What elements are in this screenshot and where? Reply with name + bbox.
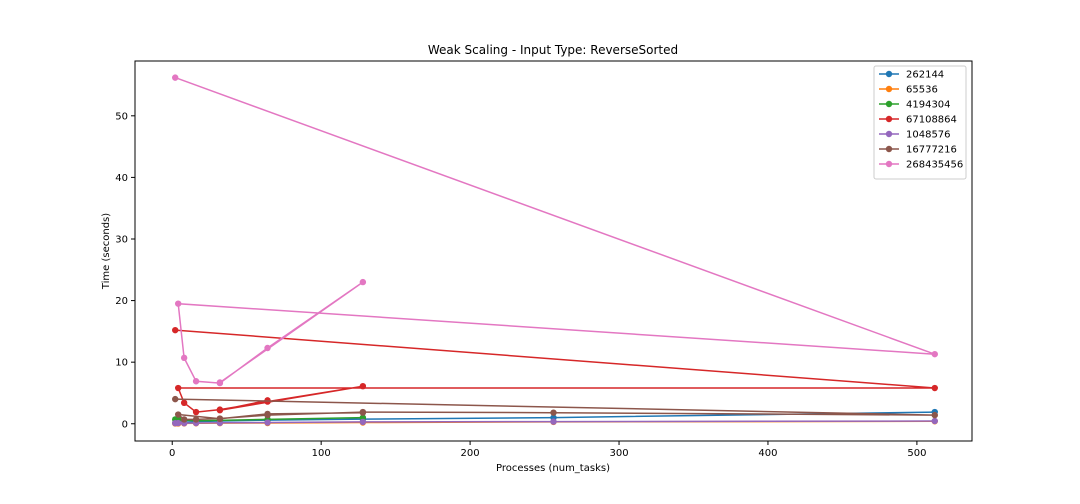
- plot-area: [172, 74, 938, 427]
- legend-item: 1048576: [879, 130, 951, 141]
- data-point: [550, 418, 557, 425]
- chart-title: Weak Scaling - Input Type: ReverseSorted: [428, 43, 678, 57]
- legend-label: 1048576: [906, 130, 951, 141]
- data-point: [264, 410, 271, 418]
- legend: 262144 65536 4194304 67108864 1048576 1677721…: [873, 65, 967, 180]
- x-axis: 0 100 200 300 400 500: [169, 441, 926, 459]
- legend-label: 16777216: [906, 145, 957, 156]
- data-point: [359, 418, 367, 426]
- x-tick-label: 0: [169, 448, 175, 459]
- x-tick-label: 300: [609, 448, 628, 459]
- data-point: [931, 411, 938, 419]
- x-axis-label: Processes (num_tasks): [496, 463, 610, 474]
- legend-label: 67108864: [906, 115, 957, 126]
- y-tick-label: 0: [122, 419, 128, 430]
- y-tick-label: 50: [115, 111, 128, 122]
- data-point: [931, 350, 938, 358]
- series-67108864: [172, 326, 938, 416]
- legend-label: 262144: [906, 70, 944, 81]
- legend-label: 268435456: [906, 160, 963, 171]
- x-tick-label: 100: [312, 448, 331, 459]
- y-tick-label: 40: [115, 173, 128, 184]
- data-point: [931, 384, 938, 392]
- data-point: [216, 415, 224, 423]
- legend-label: 4194304: [906, 100, 951, 111]
- data-point: [192, 416, 200, 423]
- y-tick-label: 30: [115, 234, 128, 245]
- series-16777216: [172, 395, 938, 423]
- legend-swatch-marker: [885, 115, 893, 123]
- legend-label: 65536: [906, 85, 938, 96]
- data-point: [174, 411, 182, 418]
- legend-item: 262144: [879, 70, 944, 81]
- y-axis-label: Time (seconds): [101, 213, 112, 290]
- series-268435456: [172, 74, 938, 387]
- legend-swatch-marker: [885, 70, 893, 78]
- series-line: [175, 398, 935, 421]
- series-line: [175, 329, 935, 413]
- legend-item: 268435456: [879, 160, 963, 171]
- data-point: [216, 407, 224, 414]
- legend-swatch-marker: [885, 85, 893, 93]
- data-point: [359, 382, 367, 390]
- data-point: [192, 408, 200, 416]
- legend-item: 65536: [879, 85, 938, 96]
- data-point: [180, 416, 188, 423]
- data-point: [264, 344, 271, 352]
- y-axis: 0 10 20 30 40 50: [115, 111, 135, 430]
- legend-swatch-marker: [885, 145, 893, 153]
- data-point: [174, 300, 182, 307]
- data-point: [359, 409, 367, 416]
- data-point: [172, 74, 179, 81]
- data-point: [550, 409, 557, 416]
- data-point: [180, 354, 188, 362]
- data-point: [264, 419, 271, 426]
- legend-swatch-marker: [885, 100, 893, 108]
- x-tick-label: 200: [461, 448, 480, 459]
- data-point: [359, 278, 367, 286]
- data-point: [174, 419, 182, 427]
- legend-item: 4194304: [879, 100, 951, 111]
- data-point: [174, 384, 182, 392]
- data-point: [172, 395, 179, 403]
- data-point: [192, 378, 200, 385]
- legend-item: 67108864: [879, 115, 957, 126]
- legend-item: 16777216: [879, 145, 957, 156]
- x-tick-label: 500: [907, 448, 926, 459]
- data-point: [180, 399, 188, 407]
- y-tick-label: 20: [115, 296, 128, 307]
- y-tick-label: 10: [115, 358, 128, 369]
- plot-frame: [134, 60, 973, 442]
- legend-swatch-marker: [885, 160, 893, 168]
- legend-box: [873, 65, 967, 180]
- x-tick-label: 400: [758, 448, 777, 459]
- data-point: [931, 417, 938, 425]
- legend-swatch-marker: [885, 130, 893, 138]
- data-point: [216, 379, 224, 386]
- data-point: [172, 326, 179, 334]
